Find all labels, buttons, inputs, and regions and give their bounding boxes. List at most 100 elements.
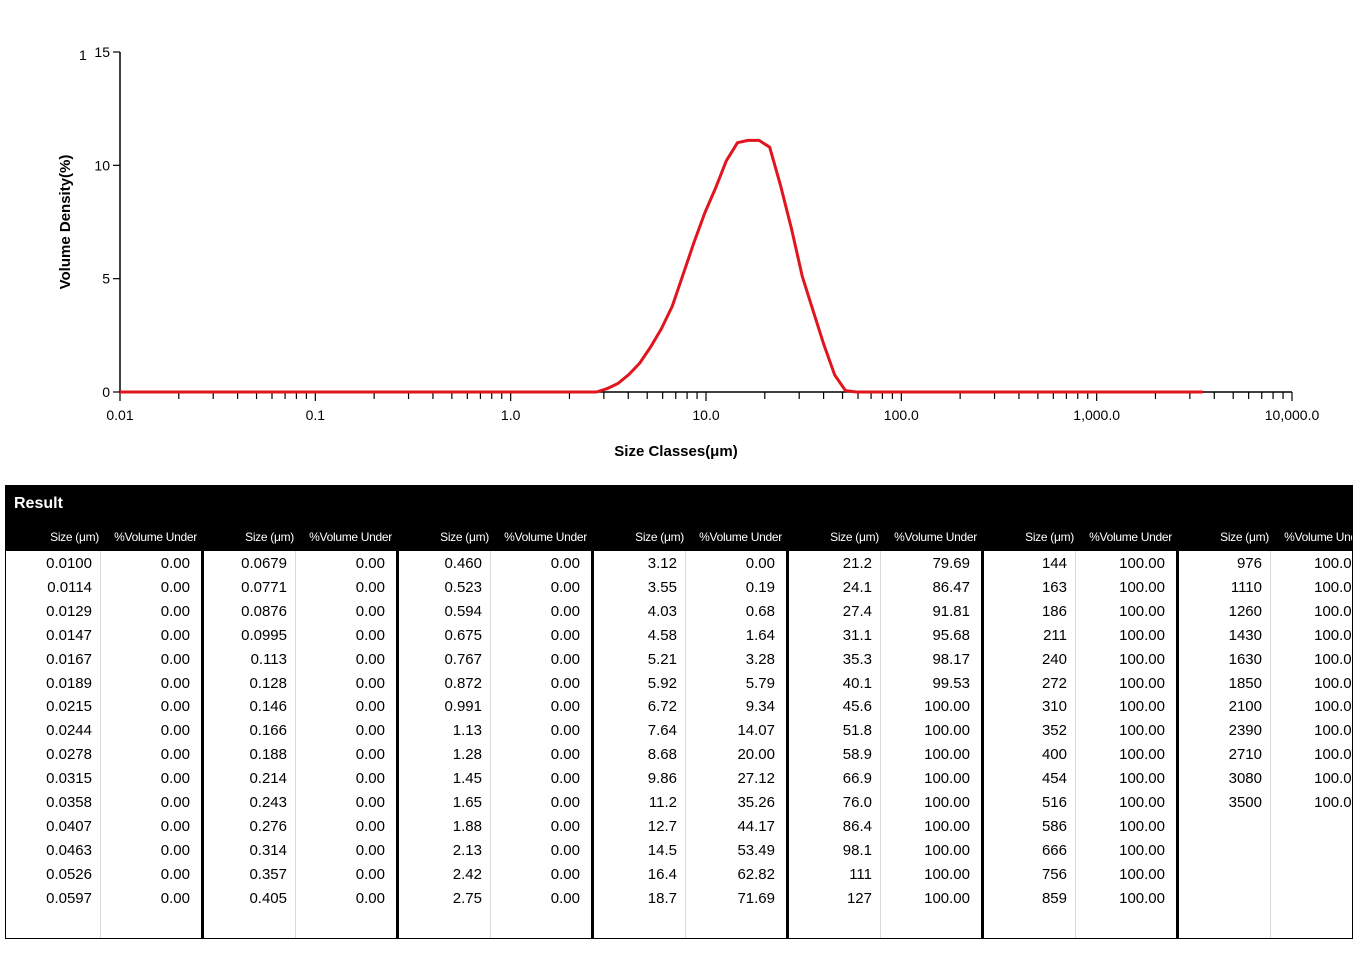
size-cell: 1630 [1228,650,1262,668]
y-corner-mark: 1 [79,47,87,63]
size-cell: 12.7 [647,817,677,835]
volume-under-cell: 71.69 [737,889,775,907]
result-column-group: 21.2 79.69 24.1 86.47 27.4 91.81 31.1 95.68 35.3… [786,551,984,938]
table-row: 2710 100.00 [1176,742,1352,766]
volume-under-cell: 100.00 [924,746,970,764]
table-row: 144 100.00 [981,551,1176,575]
volume-under-cell: 0.00 [160,650,190,668]
volume-column-header: %Volume Under [114,530,197,544]
table-row: 0.0679 0.00 [201,551,396,575]
volume-under-cell: 100.00 [1119,722,1165,740]
volume-under-cell: 0.00 [160,698,190,716]
size-cell: 0.0129 [46,602,92,620]
volume-under-cell: 100.00 [1314,698,1352,716]
table-row: 756 100.00 [981,862,1176,886]
result-header: Result Size (μm) %Volume Under Size (μm) %V… [6,486,1352,551]
size-column-header: Size (μm) [440,530,489,544]
table-row: 14.5 53.49 [591,838,786,862]
volume-under-cell: 9.34 [745,698,775,716]
table-row: 1260 100.00 [1176,599,1352,623]
table-row: 0.146 0.00 [201,694,396,718]
table-row: 3500 100.00 [1176,790,1352,814]
volume-under-cell: 0.00 [355,889,385,907]
size-cell: 0.357 [249,865,287,883]
volume-under-cell: 0.00 [550,770,580,788]
size-cell: 5.21 [647,650,677,668]
size-cell: 144 [1041,555,1067,572]
table-row: 66.9 100.00 [786,766,981,790]
size-cell: 1.88 [452,817,482,835]
volume-under-cell: 91.81 [932,602,970,620]
size-cell: 0.0995 [241,626,287,644]
result-column-group: 0.460 0.00 0.523 0.00 0.594 0.00 0.675 0.00 0.76… [396,551,594,938]
x-tick-label: 1.0 [501,407,521,423]
column-separator [295,551,296,938]
table-row: 0.0189 0.00 [6,671,201,695]
size-cell: 516 [1041,794,1067,811]
volume-under-cell: 0.00 [355,794,385,811]
volume-under-cell: 0.00 [160,626,190,644]
volume-under-cell: 100.00 [1314,578,1352,596]
table-row: 516 100.00 [981,790,1176,814]
column-separator [880,551,881,938]
table-row: 12.7 44.17 [591,814,786,838]
table-row: 2100 100.00 [1176,694,1352,718]
size-cell: 27.4 [842,602,872,620]
table-row: 0.243 0.00 [201,790,396,814]
table-row: 1850 100.00 [1176,671,1352,695]
table-row: 0.405 0.00 [201,886,396,910]
size-cell: 400 [1041,746,1067,764]
size-cell: 0.872 [444,674,482,692]
table-row: 186 100.00 [981,599,1176,623]
table-row: 0.872 0.00 [396,671,591,695]
size-cell: 186 [1041,602,1067,620]
volume-under-cell: 0.00 [550,555,580,572]
table-row: 0.188 0.00 [201,742,396,766]
volume-under-cell: 3.28 [745,650,775,668]
table-row: 1.65 0.00 [396,790,591,814]
size-cell: 2390 [1228,722,1262,740]
result-column-group: 0.0100 0.00 0.0114 0.00 0.0129 0.00 0.0147 0.00… [6,551,204,938]
volume-under-cell: 0.00 [355,578,385,596]
volume-under-cell: 27.12 [737,770,775,788]
volume-under-cell: 100.00 [924,698,970,716]
y-axis-title: Volume Density(%) [57,155,74,290]
size-cell: 8.68 [647,746,677,764]
column-separator [1075,551,1076,938]
size-cell: 163 [1041,578,1067,596]
table-row: 18.7 71.69 [591,886,786,910]
result-column-group: 3.12 0.00 3.55 0.19 4.03 0.68 4.58 1.64 5.21 3.28… [591,551,789,938]
size-cell: 3.55 [647,578,677,596]
volume-density-line [120,138,1203,394]
volume-under-cell: 35.26 [737,794,775,811]
table-row: 3.12 0.00 [591,551,786,575]
volume-under-cell: 0.00 [355,650,385,668]
volume-under-cell: 0.00 [550,722,580,740]
size-cell: 2.75 [452,889,482,907]
volume-under-cell: 79.69 [932,555,970,572]
column-separator [685,551,686,938]
table-row: 0.0114 0.00 [6,575,201,599]
table-row: 1110 100.00 [1176,575,1352,599]
table-row: 2.42 0.00 [396,862,591,886]
size-cell: 58.9 [842,746,872,764]
size-cell: 1260 [1228,602,1262,620]
volume-under-cell: 0.00 [160,889,190,907]
table-row: 240 100.00 [981,647,1176,671]
size-cell: 211 [1043,626,1067,644]
x-tick-label: 0.01 [106,407,133,423]
table-row: 586 100.00 [981,814,1176,838]
size-cell: 18.7 [647,889,677,907]
volume-under-cell: 5.79 [745,674,775,692]
size-cell: 3500 [1228,794,1262,811]
table-row: 21.2 79.69 [786,551,981,575]
size-cell: 4.58 [647,626,677,644]
volume-under-cell: 0.00 [160,746,190,764]
volume-under-cell: 100.00 [1119,698,1165,716]
size-cell: 0.0407 [46,817,92,835]
volume-under-cell: 0.00 [550,865,580,883]
table-row: 111 100.00 [786,862,981,886]
volume-under-cell: 0.00 [550,889,580,907]
size-cell: 0.0167 [46,650,92,668]
volume-under-cell: 44.17 [737,817,775,835]
